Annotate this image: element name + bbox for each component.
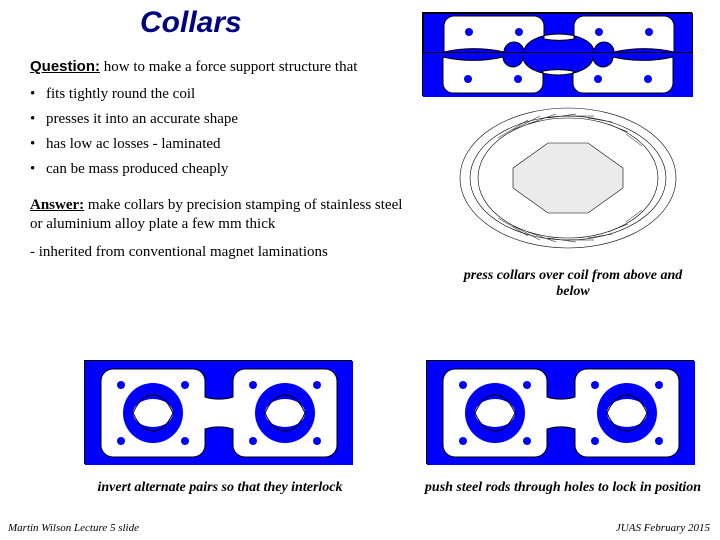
bullet-item: presses it into an accurate shape	[30, 111, 410, 128]
figure-interlock	[84, 360, 352, 464]
question-line: Question: how to make a force support st…	[30, 58, 410, 76]
left-column: Question: how to make a force support st…	[30, 58, 410, 261]
figure-upper-collar	[423, 13, 693, 53]
caption-press: press collars over coil from above and b…	[448, 268, 698, 300]
bullet-item: has low ac losses - laminated	[30, 136, 410, 153]
answer-text: make collars by precision stamping of st…	[30, 197, 402, 232]
question-label: Question:	[30, 58, 100, 75]
page-title: Collars	[140, 6, 242, 39]
collar-pair-rods-icon	[427, 361, 695, 465]
figure-rods	[426, 360, 694, 464]
coil-diagram-icon	[440, 102, 696, 254]
answer-block: Answer: make collars by precision stampi…	[30, 196, 410, 261]
collar-bottom-icon	[423, 53, 693, 97]
collar-top-icon	[424, 14, 694, 54]
figure-collar-halves	[422, 12, 692, 96]
figure-coil-crosssection	[440, 102, 696, 254]
caption-invert: invert alternate pairs so that they inte…	[90, 480, 350, 496]
bullet-list: fits tightly round the coil presses it i…	[30, 86, 410, 178]
answer-label: Answer:	[30, 197, 84, 213]
collar-pair-icon	[85, 361, 353, 465]
footer-left: Martin Wilson Lecture 5 slide	[8, 522, 139, 534]
question-text: how to make a force support structure th…	[100, 59, 357, 75]
inherit-line: - inherited from conventional magnet lam…	[30, 244, 410, 261]
footer-right: JUAS February 2015	[616, 522, 710, 534]
bullet-item: can be mass produced cheaply	[30, 161, 410, 178]
bullet-item: fits tightly round the coil	[30, 86, 410, 103]
caption-rods: push steel rods through holes to lock in…	[418, 480, 708, 496]
